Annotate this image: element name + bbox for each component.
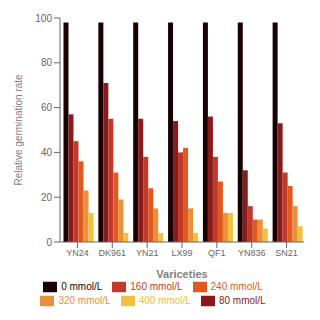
svg-text:Variceties: Variceties [156,268,207,280]
svg-text:YN24: YN24 [66,248,89,258]
html-text:80 mmol/L: 80 mmol/L [218,294,266,306]
svg-text:YN21: YN21 [136,248,159,258]
svg-text:SN21: SN21 [275,248,298,258]
html-text:400 mmol/L: 400 mmol/L [138,294,191,306]
svg-text:DK961: DK961 [99,248,127,258]
html-text:320 mmol/L: 320 mmol/L [58,294,111,306]
svg-text:60: 60 [41,102,53,113]
html-text:240 mmol/L: 240 mmol/L [210,280,263,292]
svg-text:80: 80 [41,57,53,68]
svg-text:YN836: YN836 [238,248,266,258]
svg-text:QF1: QF1 [208,248,226,258]
svg-text:100: 100 [35,13,52,24]
html-text:160 mmol/L: 160 mmol/L [130,280,183,292]
svg-text:20: 20 [41,192,53,203]
svg-text:40: 40 [41,147,53,158]
svg-text:LX99: LX99 [171,248,192,258]
svg-text:0: 0 [46,237,52,248]
html-text:0 mmol/L: 0 mmol/L [61,280,103,292]
svg-text:Relative germination rate: Relative germination rate [13,74,24,186]
